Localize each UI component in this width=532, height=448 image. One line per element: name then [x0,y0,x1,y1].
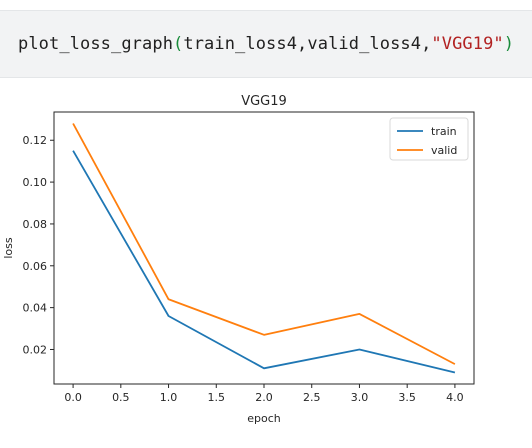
function-name: plot_loss_graph [18,34,174,54]
open-paren: ( [173,34,184,54]
series-line-train [72,150,456,374]
code-cell[interactable]: plot_loss_graph(train_loss4,valid_loss4,… [0,10,532,78]
y-tick-label: 0.02 [23,343,48,356]
code-line[interactable]: plot_loss_graph(train_loss4,valid_loss4,… [18,34,514,54]
x-axis-label: epoch [247,412,281,425]
x-axis: 0.0 0.5 1.0 1.5 2.0 2.5 3.0 3.5 4.0 [64,384,464,404]
loss-chart: VGG19 0.0 0.5 1.0 1.5 2.0 2.5 3.0 3.5 4.0 0.020.… [2,94,475,425]
y-axis: 0.02 0.04 0.06 0.08 0.10 0.12 [23,134,54,356]
close-paren: ) [503,34,515,54]
function-args: train_loss4,valid_loss4, [183,34,432,54]
chart-title: VGG19 [241,94,287,109]
series-line-valid [72,123,456,365]
x-tick-label: 0.0 [64,391,82,404]
x-tick-label: 3.5 [398,391,416,404]
x-tick-label: 0.5 [112,391,130,404]
legend-label-train: train [431,125,457,138]
legend: train valid [389,117,469,161]
x-tick-label: 1.5 [208,391,226,404]
x-tick-label: 1.0 [160,391,178,404]
y-tick-label: 0.10 [23,176,48,189]
series-lines [72,123,456,374]
legend-label-valid: valid [431,144,457,157]
y-tick-label: 0.06 [23,260,48,273]
x-tick-label: 2.0 [255,391,273,404]
x-tick-label: 2.5 [303,391,321,404]
string-arg: "VGG19" [431,34,504,54]
x-tick-label: 4.0 [446,391,464,404]
y-axis-label: loss [2,237,15,259]
x-tick-label: 3.0 [351,391,369,404]
y-tick-label: 0.04 [23,302,48,315]
y-tick-label: 0.08 [23,218,48,231]
y-tick-label: 0.12 [23,134,48,147]
